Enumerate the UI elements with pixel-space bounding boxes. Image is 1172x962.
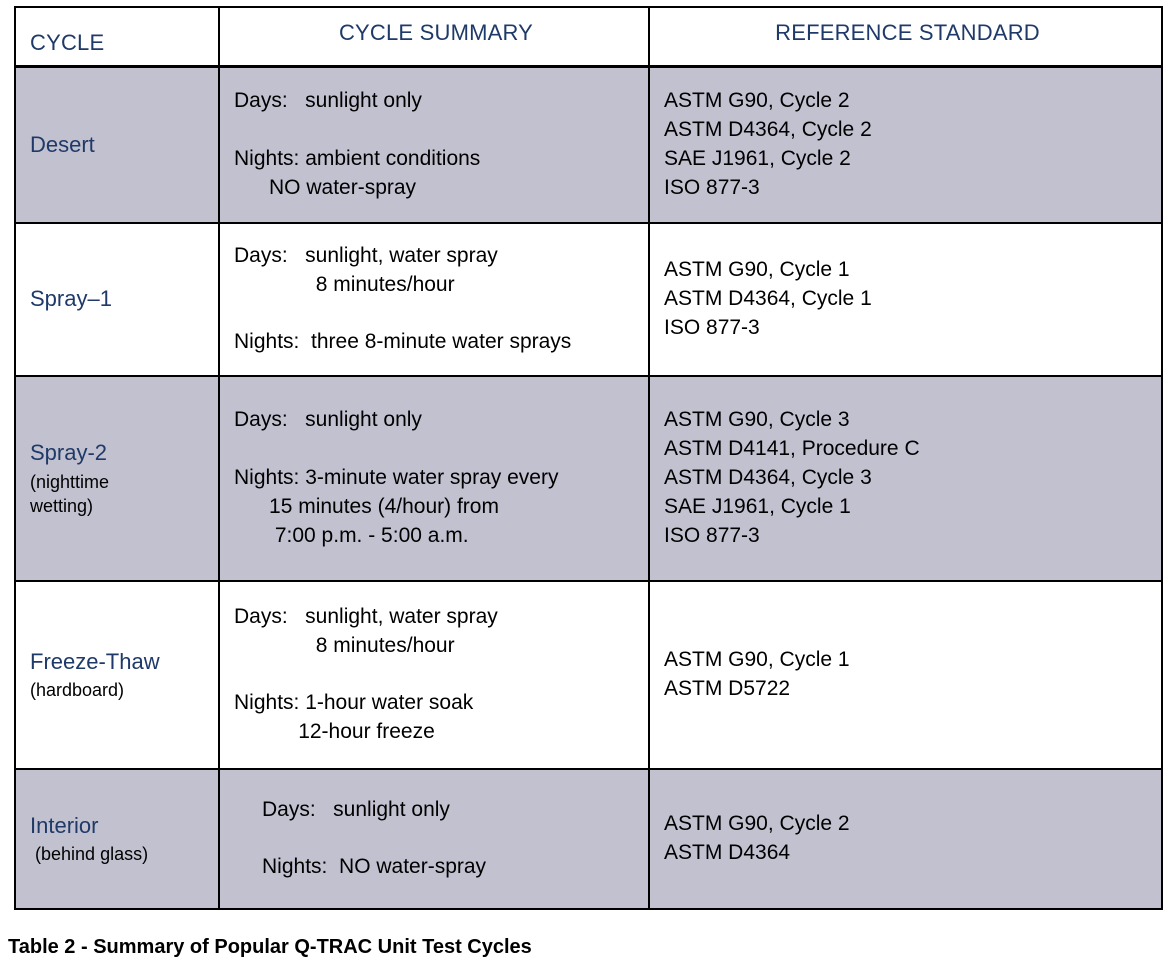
header-cell-cycle-summary: CYCLE SUMMARY xyxy=(220,8,650,65)
header-cell-cycle: CYCLE xyxy=(16,8,220,65)
cycle-name: Interior xyxy=(30,812,99,838)
table-row-interior: Interior (behind glass) Days: sunlight o… xyxy=(16,768,1161,908)
cycle-cell: Freeze-Thaw (hardboard) xyxy=(16,582,220,768)
reference-text: ASTM G90, Cycle 2 ASTM D4364, Cycle 2 SA… xyxy=(664,89,872,199)
reference-cell: ASTM G90, Cycle 1 ASTM D5722 xyxy=(650,582,1161,768)
cycle-name: Desert xyxy=(30,131,95,157)
cycle-name: Freeze-Thaw xyxy=(30,648,160,674)
cycle-cell: Spray–1 xyxy=(16,224,220,375)
header-cell-reference-standard: REFERENCE STANDARD xyxy=(650,8,1161,65)
summary-cell: Days: sunlight only Nights: 3-minute wat… xyxy=(220,377,650,580)
cycle-name: Spray-2 xyxy=(30,439,108,465)
summary-cell: Days: sunlight, water spray 8 minutes/ho… xyxy=(220,582,650,768)
test-cycles-table: CYCLE CYCLE SUMMARY REFERENCE STANDARD D… xyxy=(14,6,1163,910)
reference-text: ASTM G90, Cycle 2 ASTM D4364 xyxy=(664,812,850,864)
summary-cell: Days: sunlight only Nights: ambient cond… xyxy=(220,68,650,222)
table-row-desert: Desert Days: sunlight only Nights: ambie… xyxy=(16,66,1161,222)
reference-cell: ASTM G90, Cycle 1 ASTM D4364, Cycle 1 IS… xyxy=(650,224,1161,375)
cycle-cell: Desert xyxy=(16,68,220,222)
table-row-spray-2: Spray-2 (nighttime wetting) Days: sunlig… xyxy=(16,375,1161,580)
summary-text: Days: sunlight only Nights: NO water-spr… xyxy=(262,797,487,879)
reference-text: ASTM G90, Cycle 3 ASTM D4141, Procedure … xyxy=(664,408,920,547)
table-row-spray-1: Spray–1 Days: sunlight, water spray 8 mi… xyxy=(16,222,1161,375)
reference-cell: ASTM G90, Cycle 2 ASTM D4364, Cycle 2 SA… xyxy=(650,68,1161,222)
reference-cell: ASTM G90, Cycle 3 ASTM D4141, Procedure … xyxy=(650,377,1161,580)
cycle-name: Spray–1 xyxy=(30,286,112,312)
summary-cell: Days: sunlight, water spray 8 minutes/ho… xyxy=(220,224,650,375)
cycle-cell: Interior (behind glass) xyxy=(16,770,220,908)
cycle-cell: Spray-2 (nighttime wetting) xyxy=(16,377,220,580)
reference-text: ASTM G90, Cycle 1 ASTM D4364, Cycle 1 IS… xyxy=(664,258,872,339)
header-label-cycle-summary: CYCLE SUMMARY xyxy=(338,20,534,45)
summary-text: Days: sunlight, water spray 8 minutes/ho… xyxy=(234,243,572,354)
summary-cell: Days: sunlight only Nights: NO water-spr… xyxy=(220,770,650,908)
summary-text: Days: sunlight, water spray 8 minutes/ho… xyxy=(234,604,498,744)
table-row-freeze-thaw: Freeze-Thaw (hardboard) Days: sunlight, … xyxy=(16,580,1161,768)
cycle-note: (nighttime wetting) xyxy=(30,471,110,516)
summary-text: Days: sunlight only Nights: 3-minute wat… xyxy=(234,408,559,547)
reference-text: ASTM G90, Cycle 1 ASTM D5722 xyxy=(664,648,850,700)
cycle-note: (hardboard) xyxy=(30,680,125,701)
table-header-row: CYCLE CYCLE SUMMARY REFERENCE STANDARD xyxy=(16,8,1161,66)
header-label-cycle: CYCLE xyxy=(30,29,105,55)
header-label-reference-standard: REFERENCE STANDARD xyxy=(775,20,1040,45)
cycle-note: (behind glass) xyxy=(30,844,149,865)
reference-cell: ASTM G90, Cycle 2 ASTM D4364 xyxy=(650,770,1161,908)
table-caption: Table 2 - Summary of Popular Q-TRAC Unit… xyxy=(8,936,532,958)
summary-text: Days: sunlight only Nights: ambient cond… xyxy=(234,89,481,199)
